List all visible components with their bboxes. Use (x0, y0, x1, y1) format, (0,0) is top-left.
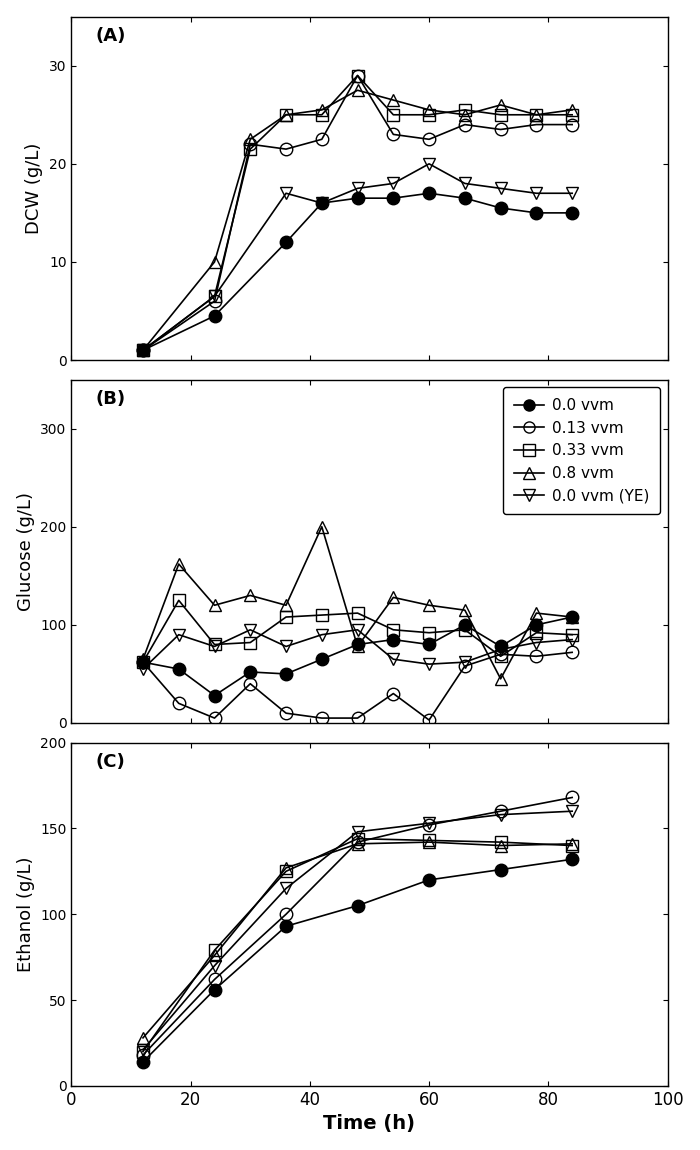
Text: (A): (A) (95, 26, 126, 45)
Y-axis label: DCW (g/L): DCW (g/L) (25, 143, 43, 235)
Y-axis label: Ethanol (g/L): Ethanol (g/L) (17, 857, 35, 972)
Legend: 0.0 vvm, 0.13 vvm, 0.33 vvm, 0.8 vvm, 0.0 vvm (YE): 0.0 vvm, 0.13 vvm, 0.33 vvm, 0.8 vvm, 0.… (503, 388, 660, 514)
Text: (B): (B) (95, 390, 125, 408)
Text: (C): (C) (95, 753, 125, 770)
Y-axis label: Glucose (g/L): Glucose (g/L) (17, 492, 35, 611)
X-axis label: Time (h): Time (h) (323, 1114, 416, 1134)
